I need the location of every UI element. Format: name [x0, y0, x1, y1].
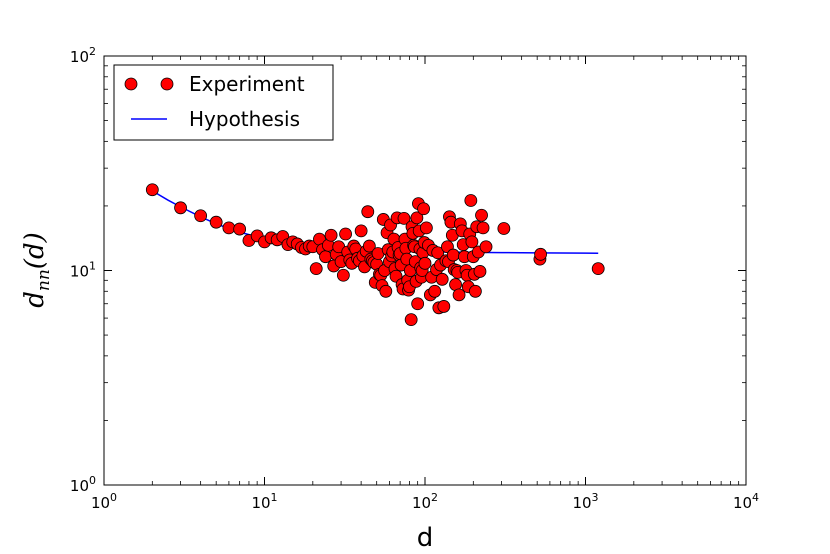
experiment-point: [309, 262, 323, 276]
experiment-point: [410, 211, 424, 225]
experiment-point: [222, 221, 236, 235]
y-axis-label-main: d: [20, 291, 50, 308]
experiment-point: [446, 248, 460, 262]
experiment-series: [145, 183, 605, 327]
y-tick-base: 10: [70, 263, 89, 281]
experiment-point: [591, 262, 605, 276]
y-tick-label: 101: [70, 260, 96, 281]
experiment-point: [428, 284, 442, 298]
x-tick-label: 103: [572, 491, 598, 512]
experiment-point: [411, 297, 425, 311]
legend-marker-experiment-1: [124, 77, 138, 91]
experiment-point: [145, 183, 159, 197]
experiment-point: [417, 202, 430, 216]
y-tick-exponent: 2: [89, 45, 96, 58]
axis-ticks: [103, 55, 747, 486]
x-tick-base: 10: [733, 494, 752, 512]
y-tick-exponent: 0: [89, 474, 96, 487]
experiment-point: [534, 247, 547, 261]
legend-label-experiment: Experiment: [189, 72, 305, 96]
experiment-point: [319, 250, 332, 264]
y-tick-exponent: 1: [89, 260, 96, 273]
experiment-point: [174, 201, 187, 215]
x-tick-base: 10: [251, 494, 270, 512]
experiment-point: [336, 268, 350, 282]
x-tick-label: 101: [251, 491, 277, 512]
experiment-point: [397, 211, 411, 225]
x-tick-exponent: 4: [752, 491, 759, 504]
experiment-point: [194, 209, 208, 223]
y-tick-base: 10: [70, 477, 89, 495]
experiment-point: [362, 239, 376, 253]
legend-label-hypothesis: Hypothesis: [189, 107, 300, 131]
experiment-point: [431, 246, 445, 260]
experiment-point: [465, 235, 479, 249]
x-tick-label: 102: [412, 491, 438, 512]
x-tick-exponent: 0: [110, 491, 117, 504]
experiment-point: [468, 284, 482, 298]
experiment-point: [435, 272, 449, 286]
experiment-point: [209, 215, 223, 229]
experiment-point: [404, 313, 418, 327]
experiment-point: [354, 224, 368, 238]
x-tick-exponent: 2: [431, 491, 438, 504]
experiment-point: [361, 205, 375, 219]
y-axis-label-arg: (d): [20, 232, 50, 269]
x-tick-base: 10: [412, 494, 431, 512]
x-tick-exponent: 3: [592, 491, 599, 504]
experiment-point: [476, 221, 490, 235]
y-tick-base: 10: [70, 48, 89, 66]
x-tick-base: 10: [572, 494, 591, 512]
experiment-point: [479, 240, 493, 254]
experiment-point: [497, 222, 511, 235]
experiment-point: [437, 300, 451, 313]
x-tick-exponent: 1: [271, 491, 278, 504]
experiment-point: [339, 227, 352, 241]
x-axis-label: d: [417, 523, 434, 553]
x-tick-label: 100: [91, 491, 117, 512]
experiment-point: [473, 265, 487, 278]
y-axis-label-sub: nn: [34, 269, 54, 291]
experiment-point: [419, 221, 433, 235]
experiment-point: [464, 194, 478, 207]
y-axis-label: dnn(d): [20, 232, 54, 308]
legend: Experiment Hypothesis: [113, 64, 334, 141]
experiment-point: [452, 288, 466, 302]
experiment-point: [418, 256, 432, 270]
experiment-point: [233, 222, 247, 236]
x-tick-label: 104: [733, 491, 759, 512]
experiment-point: [475, 208, 488, 222]
experiment-point: [379, 284, 393, 298]
legend-marker-experiment-2: [160, 77, 174, 91]
y-tick-label: 100: [70, 474, 96, 495]
experiment-point: [324, 228, 338, 242]
legend-box: [113, 64, 334, 141]
y-tick-label: 102: [70, 45, 96, 66]
x-tick-base: 10: [91, 494, 110, 512]
